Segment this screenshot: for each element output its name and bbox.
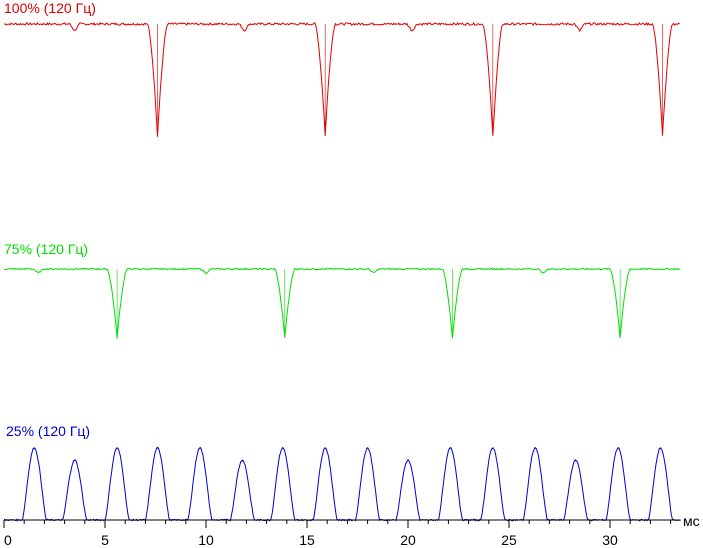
series-layer: 100% (120 Гц) 75% (120 Гц) 25% (120 Гц): [3, 0, 681, 522]
pulse-peak: [534, 447, 537, 449]
pulse-peak: [156, 447, 159, 449]
series-2: 75% (120 Гц): [3, 241, 680, 339]
tick-label: 15: [299, 532, 315, 548]
pulse-peak: [73, 459, 76, 462]
x-axis: мс 0 5 10 15 20 25 30: [3, 513, 700, 548]
series-3: 25% (120 Гц): [3, 423, 681, 522]
pulse-peak: [116, 447, 118, 449]
tick-label: 10: [198, 532, 214, 548]
series-label: 100% (120 Гц): [4, 0, 96, 16]
x-axis-unit-label: мс: [683, 513, 700, 529]
pulse-peak: [574, 459, 577, 462]
series-label: 25% (120 Гц): [6, 423, 90, 439]
pulse-peak: [366, 447, 369, 449]
series-label: 75% (120 Гц): [4, 241, 88, 257]
pulse-peak: [281, 447, 284, 449]
pulse-peak: [199, 447, 201, 449]
pulse-peak: [617, 447, 619, 449]
pulse-peak: [492, 447, 494, 449]
series-line: [3, 21, 680, 137]
tick-label: 0: [4, 532, 12, 548]
pulse-peak: [324, 447, 326, 449]
tick-label: 30: [602, 532, 618, 548]
series-1: 100% (120 Гц): [3, 0, 680, 137]
pulse-peak: [241, 459, 244, 462]
pulse-peak: [449, 447, 452, 449]
pulse-peak: [33, 447, 36, 449]
series-line: [3, 267, 680, 339]
tick-label: 20: [400, 532, 416, 548]
tick-label: 5: [101, 532, 109, 548]
pulse-peak: [407, 459, 409, 462]
series-line: [3, 446, 681, 522]
pulse-peak: [659, 447, 662, 449]
tick-label: 25: [501, 532, 517, 548]
